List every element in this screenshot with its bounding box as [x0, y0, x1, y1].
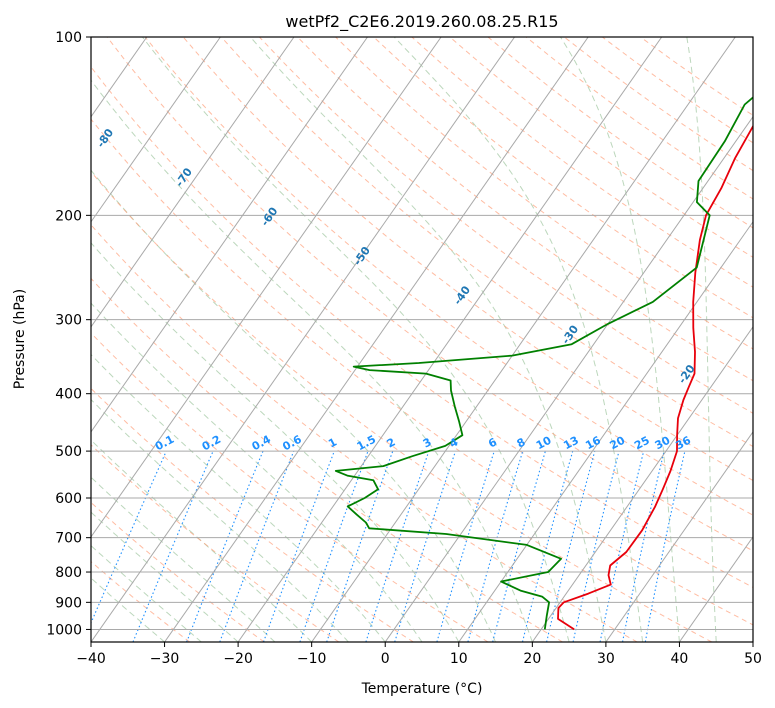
plot-background [91, 37, 753, 642]
dry-adiabat-line [297, 37, 753, 382]
x-axis-title: Temperature (°C) [361, 681, 483, 697]
moist-adiabat-line [560, 37, 680, 642]
isotherm-line [752, 641, 753, 642]
isotherm-line [91, 37, 368, 433]
x-tick-label: 10 [450, 651, 468, 667]
mixing-ratio-line [365, 450, 430, 642]
mixing-ratio-line [186, 450, 264, 642]
x-tick-label: 20 [523, 651, 541, 667]
mixing-ratio-line [132, 450, 214, 642]
plot-frame [90, 36, 754, 643]
dry-adiabat-label: -90 [22, 87, 44, 111]
mixing-ratio-label: 30 [653, 433, 673, 452]
y-tick-label: 1000 [46, 622, 82, 638]
isotherm-line [91, 37, 295, 328]
y-tick-label: 100 [55, 30, 82, 46]
x-tick-label: −20 [223, 651, 253, 667]
isotherm-line [458, 220, 753, 642]
chart-title: wetPf2_C2E6.2019.260.08.25.R15 [285, 12, 558, 32]
x-tick-label: 40 [671, 651, 689, 667]
moist-adiabat-line [91, 511, 239, 642]
moist-adiabat-line [142, 37, 570, 642]
dry-adiabat-line [91, 118, 753, 626]
x-tick-label: −30 [150, 651, 180, 667]
x-tick-label: −10 [297, 651, 327, 667]
moist-adiabat-line [91, 476, 276, 642]
moist-adiabat-line [91, 302, 423, 642]
isotherm-line [531, 325, 753, 642]
dry-adiabat-line [91, 332, 489, 642]
mixing-ratio-label: 36 [673, 434, 693, 453]
isotherm-line [605, 431, 753, 642]
mixing-ratio-lines [91, 450, 686, 642]
isotherm-line [164, 37, 589, 642]
y-tick-label: 600 [55, 491, 82, 507]
mixing-ratio-line [572, 450, 620, 642]
mixing-ratio-label: 10 [534, 434, 554, 453]
dry-adiabat-line [373, 37, 753, 319]
dry-adiabat-line [91, 560, 191, 642]
mixing-ratio-line [521, 450, 574, 642]
dry-adiabat-line [91, 170, 713, 642]
x-axis: −40 −30 −20 −10 0 10 20 30 40 50 [76, 642, 762, 667]
mixing-ratio-line [436, 450, 495, 642]
dry-adiabat-line [91, 277, 563, 642]
isotherm-line [91, 37, 442, 538]
mixing-ratio-label: 13 [561, 434, 581, 453]
isotherm-line [237, 37, 663, 642]
mixing-ratio-label: 16 [583, 434, 603, 453]
profile-series [334, 96, 753, 631]
dry-adiabat-line [144, 37, 753, 516]
x-tick-label: 50 [744, 651, 762, 667]
moist-adiabat-line [91, 169, 497, 642]
mixing-ratio-line [326, 450, 394, 642]
moist-adiabat-line [91, 242, 460, 642]
x-tick-label: 0 [381, 651, 390, 667]
temperature-line [557, 124, 753, 631]
dewpoint-line [334, 96, 753, 630]
isotherm-line [91, 37, 516, 642]
moist-adiabat-line [393, 37, 644, 642]
mixing-ratio-line [219, 450, 295, 642]
y-tick-label: 300 [55, 313, 82, 329]
mixing-ratio-line [91, 450, 167, 625]
isotherms [0, 37, 753, 642]
mixing-ratio-line [546, 450, 596, 642]
mixing-ratio-label: 20 [608, 434, 628, 453]
moist-adiabat-line [91, 577, 165, 642]
isobar-gridlines [91, 37, 753, 630]
mixing-ratio-line [599, 450, 645, 642]
isotherm-line [311, 37, 736, 642]
y-tick-label: 200 [55, 208, 82, 224]
y-axis-title: Pressure (hPa) [12, 289, 28, 389]
x-tick-label: −40 [76, 651, 106, 667]
y-tick-label: 400 [55, 387, 82, 403]
isotherm-line [0, 37, 73, 642]
y-tick-label: 700 [55, 531, 82, 547]
isotherm-line [91, 37, 221, 223]
moist-adiabat-line [250, 37, 607, 642]
moist-adiabat-line [91, 79, 533, 642]
dry-adiabat-line [220, 37, 753, 448]
mixing-ratio-line [299, 450, 369, 642]
y-axis: 100 200 300 400 500 600 700 800 900 1000 [46, 30, 91, 638]
y-tick-label: 900 [55, 595, 82, 611]
y-tick-label: 800 [55, 565, 82, 581]
mixing-ratio-line [467, 450, 524, 642]
line-labels: 0.10.20.40.611.52346810131620253036-100-… [22, 87, 698, 453]
isotherm-line [384, 115, 753, 642]
x-tick-label: 30 [597, 651, 615, 667]
moist-adiabat-line [686, 37, 717, 642]
mixing-ratio-line [262, 450, 335, 642]
dry-adiabat-line [91, 224, 638, 642]
mixing-ratio-label: 25 [632, 434, 652, 453]
isotherm-line [678, 536, 753, 642]
moist-adiabat-line [91, 544, 202, 642]
y-tick-label: 500 [55, 444, 82, 460]
